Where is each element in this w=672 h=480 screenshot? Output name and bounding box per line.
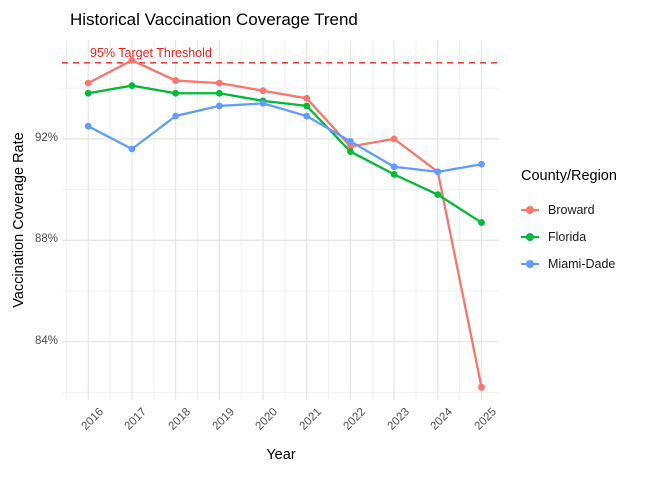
legend-label: Miami-Dade [548,256,616,271]
miami-dade-line-marker-icon [521,257,539,271]
florida-line-marker-icon [521,230,539,244]
chart-title: Historical Vaccination Coverage Trend [70,10,358,29]
legend-label: Broward [548,202,595,217]
broward-line-marker-icon [521,203,539,217]
x-axis-title: Year [266,447,296,463]
legend-item-miami-dade: Miami-Dade [521,250,666,277]
y-tick-label: 84% [34,334,58,347]
legend-title: County/Region [521,168,617,184]
legend-label: Florida [548,229,587,244]
y-tick-label: 88% [34,233,58,246]
legend-item-florida: Florida [521,223,666,250]
legend: County/Region Broward Florida Miami-Dade [521,168,666,277]
y-axis-title: Vaccination Coverage Rate [11,132,27,308]
legend-item-broward: Broward [521,196,666,223]
y-tick-label: 92% [34,131,58,144]
threshold-label: 95% Target Threshold [90,46,212,60]
